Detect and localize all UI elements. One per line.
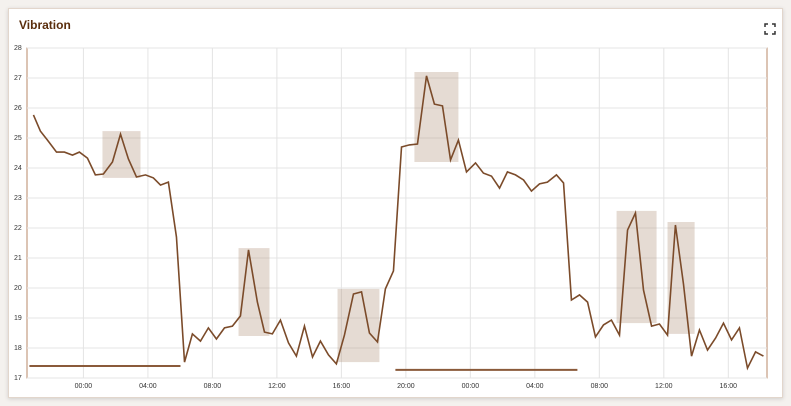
x-tick-label: 04:00 (139, 383, 157, 390)
y-tick-label: 25 (14, 135, 22, 142)
x-tick-label: 00:00 (462, 383, 480, 390)
x-tick-label: 16:00 (720, 383, 738, 390)
y-tick-label: 27 (14, 75, 22, 82)
card (8, 8, 783, 398)
expand-icon[interactable] (764, 23, 776, 35)
expand-icon-path[interactable] (764, 23, 776, 35)
x-tick-label: 20:00 (397, 383, 415, 390)
highlight-region (337, 288, 380, 363)
y-tick-label: 21 (14, 255, 22, 262)
x-tick-label: 08:00 (591, 383, 609, 390)
y-tick-label: 17 (14, 375, 22, 382)
y-tick-label: 19 (14, 315, 22, 322)
y-tick-label: 20 (14, 285, 22, 292)
y-tick-label: 28 (14, 45, 22, 52)
x-tick-label: 16:00 (333, 383, 351, 390)
y-tick-label: 22 (14, 225, 22, 232)
y-tick-label: 24 (14, 165, 22, 172)
y-tick-label: 26 (14, 105, 22, 112)
x-tick-label: 00:00 (75, 383, 93, 390)
chart-title: Vibration (19, 18, 71, 32)
x-tick-label: 12:00 (268, 383, 286, 390)
y-tick-label: 23 (14, 195, 22, 202)
x-tick-label: 12:00 (655, 383, 673, 390)
x-tick-label: 08:00 (204, 383, 222, 390)
x-tick-label: 04:00 (526, 383, 544, 390)
data-line (32, 75, 764, 371)
y-tick-label: 18 (14, 345, 22, 352)
